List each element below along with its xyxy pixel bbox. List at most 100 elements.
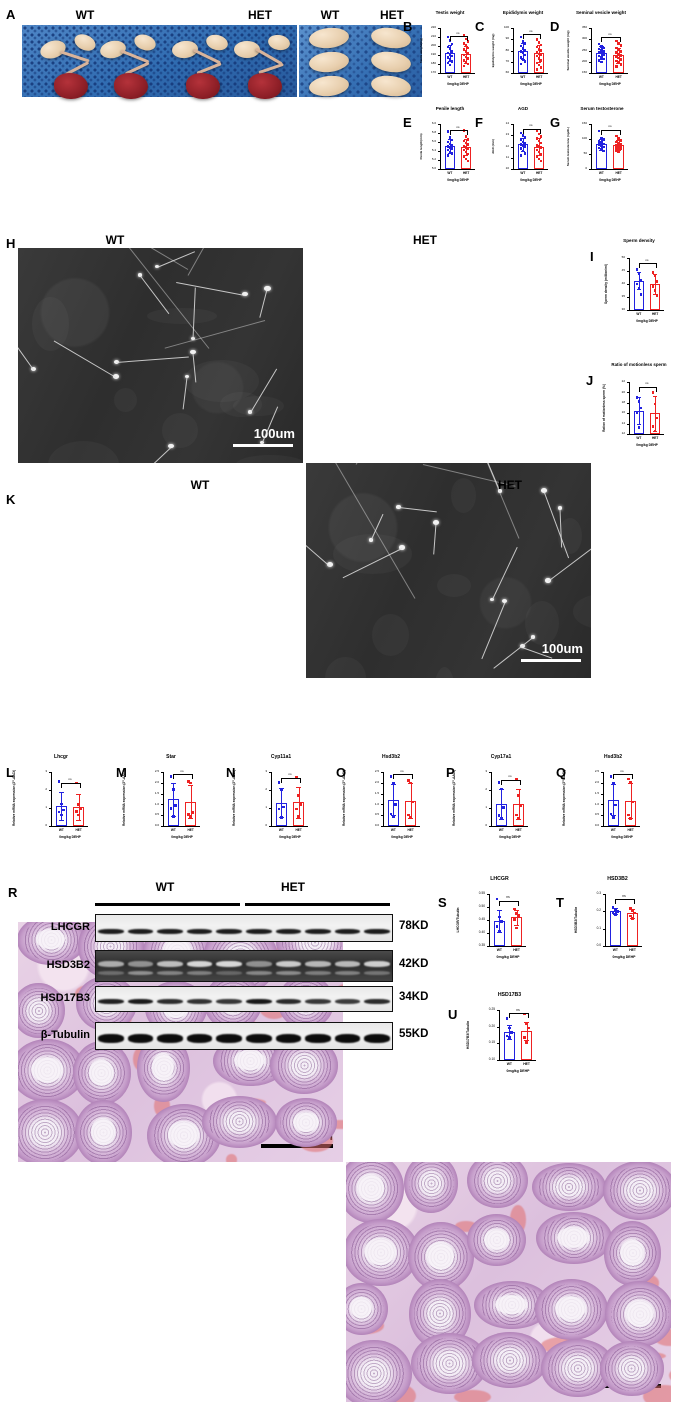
chart-panel-f: F AGD 10 11 12 13 14 AGD (mm) WT HET ns 0mg/kg DEHP [475, 104, 559, 192]
data-point [597, 59, 601, 62]
data-point [631, 917, 634, 920]
panel-letter-B: B [403, 19, 413, 34]
x-axis [440, 169, 475, 170]
data-point [615, 143, 618, 147]
data-point [535, 148, 539, 152]
y-axis-tick [627, 382, 630, 383]
blot-band [246, 998, 272, 1005]
panel-letter-E: E [403, 115, 412, 130]
y-axis-tick [438, 37, 441, 38]
background-texture [437, 574, 471, 597]
chart-plot-area: 5.0 5.2 5.4 5.6 5.8 6.0 Penile length(mm) WT HET… [419, 122, 475, 175]
x-axis-label: 0mg/kg DEHP [636, 319, 658, 323]
error-bar-wt [281, 787, 283, 818]
y-axis-label: Epididymis weight (mg) [491, 33, 495, 68]
y-axis [499, 1010, 500, 1060]
y-axis-tick [601, 782, 604, 784]
data-point [535, 54, 539, 58]
y-axis-tick [438, 64, 441, 65]
data-point [597, 42, 601, 46]
data-point [495, 897, 499, 901]
data-point [446, 154, 450, 157]
significance-bracket [509, 1013, 529, 1019]
y-axis-tick [627, 271, 630, 272]
x-axis-label: 0mg/kg DEHP [171, 835, 193, 839]
y-axis-tick [381, 793, 384, 795]
y-axis [271, 772, 272, 826]
x-axis-tick-label-het: HET [513, 948, 521, 952]
y-axis-tick-label: 0 [485, 823, 487, 828]
y-axis-tick [381, 804, 384, 806]
y-axis-tick-label: 0.3 [596, 891, 601, 895]
bar-wt [275, 802, 287, 826]
chart-panel-m: M Star 0.0 0.5 1.0 1.5 2.0 2.5 Relative mRNA exp… [116, 752, 224, 860]
error-bar-cap [636, 289, 642, 291]
data-point [527, 1026, 531, 1030]
data-point [525, 1041, 528, 1044]
blot-molecular-weight: 42KD [399, 958, 429, 970]
blot-band [186, 928, 213, 934]
tubule-lumen [167, 1121, 200, 1147]
data-point [597, 51, 601, 54]
x-axis-label: 0mg/kg DEHP [391, 835, 413, 839]
data-point [615, 134, 618, 138]
data-point [651, 271, 655, 274]
error-bar-wt [393, 784, 395, 816]
data-point [617, 150, 620, 153]
error-bar-cap [516, 788, 521, 790]
y-axis-tick [589, 73, 592, 74]
y-axis-tick [627, 392, 630, 394]
data-point [448, 53, 452, 57]
error-bar-cap [514, 909, 519, 911]
blot-band-secondary [127, 970, 154, 975]
y-axis-tick-label: 3 [265, 769, 267, 774]
data-point [517, 816, 520, 820]
data-point [392, 815, 395, 819]
histology-image-het: 100um [346, 1162, 671, 1402]
y-axis-tick [438, 55, 441, 56]
data-point [513, 907, 516, 911]
y-axis-tick-label: 1.0 [374, 801, 379, 806]
y-axis-tick [49, 772, 52, 773]
y-axis-tick-label: 0 [265, 823, 267, 828]
data-point [600, 45, 603, 48]
y-axis-tick-label: 0.40 [478, 930, 485, 934]
data-point [295, 807, 298, 811]
x-axis-label: 0mg/kg DEHP [496, 955, 520, 959]
y-axis-tick-label: 2 [45, 787, 47, 792]
y-axis-tick-label: 0.0 [596, 943, 601, 947]
seminiferous-tubule [201, 1095, 277, 1148]
data-point [653, 402, 657, 406]
seminiferous-tubule [599, 1341, 664, 1396]
error-bar-cap [76, 793, 81, 795]
panel-letter-K: K [6, 492, 16, 507]
sperm-tail [53, 340, 117, 378]
data-point [464, 150, 468, 154]
data-point [57, 810, 61, 814]
data-point [389, 812, 393, 816]
tubule-lumen [426, 1241, 455, 1270]
x-axis-tick-label-het: HET [515, 828, 522, 832]
data-point [651, 285, 655, 288]
data-point [615, 55, 618, 59]
y-axis-tick-label: 35 [621, 294, 625, 299]
y-axis-tick [589, 139, 592, 140]
x-axis [440, 73, 475, 74]
data-point [619, 142, 623, 146]
interstitial-tissue [225, 1154, 238, 1162]
significance-label: ns [506, 894, 510, 899]
bar-wt [167, 799, 179, 826]
x-axis-label: 0mg/kg DEHP [612, 955, 636, 959]
y-axis-tick-label: 14 [621, 420, 625, 425]
data-point [602, 50, 605, 53]
error-bar-cap [524, 1039, 529, 1041]
tubule-lumen [90, 1118, 115, 1145]
blot-band [305, 998, 331, 1005]
y-axis-tick-label: 1 [45, 805, 47, 810]
data-point [535, 68, 539, 71]
y-axis-tick-label: 1.0 [154, 801, 159, 806]
x-axis [513, 169, 548, 170]
data-point [189, 781, 192, 785]
y-axis-tick [269, 808, 272, 809]
data-point [617, 147, 620, 150]
